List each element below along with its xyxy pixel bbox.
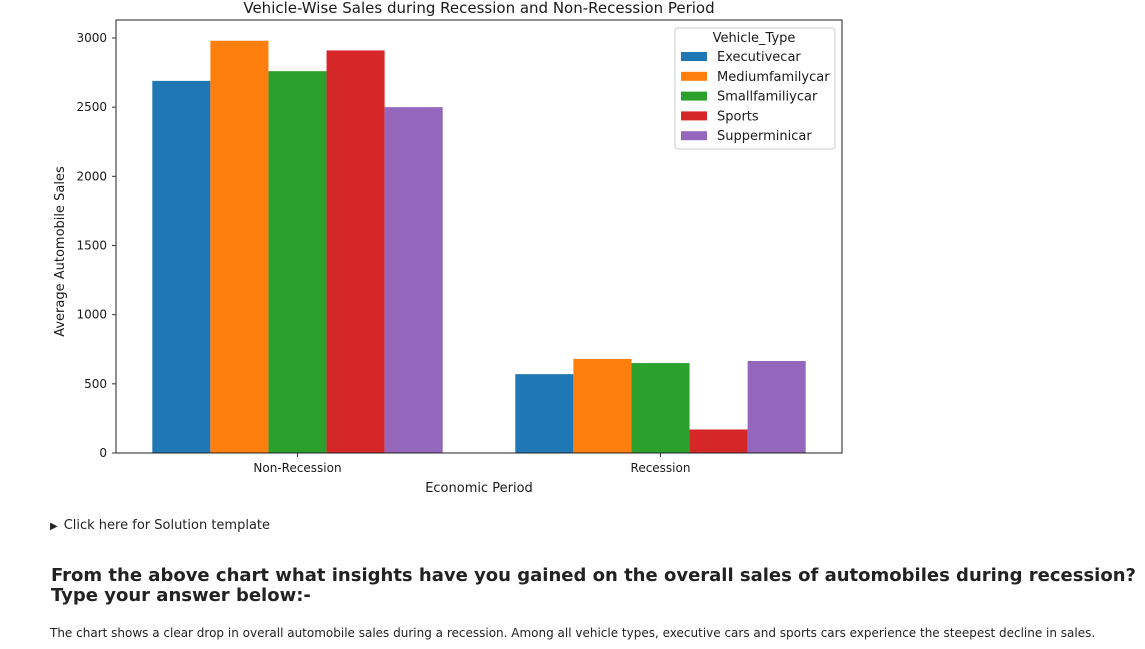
legend-swatch-sports <box>681 111 707 121</box>
legend-swatch-smallfamiliycar <box>681 91 707 101</box>
x-tick-label: Non-Recession <box>253 461 341 475</box>
y-tick-label: 1000 <box>76 308 107 322</box>
bar-sports-recession <box>689 429 748 453</box>
y-axis-label: Average Automobile Sales <box>53 166 68 337</box>
bar-supperminicar-non-recession <box>384 107 443 453</box>
question-line-1: From the above chart what insights have … <box>51 565 1136 586</box>
bar-executivecar-non-recession <box>152 80 211 453</box>
legend-swatch-supperminicar <box>681 131 707 141</box>
legend-title: Vehicle_Type <box>713 31 796 46</box>
bar-chart: Non-Recession Recession 0 500 1000 1500 2000 25… <box>53 0 843 496</box>
question-heading: From the above chart what insights have … <box>51 566 1136 606</box>
legend-label-smallfamiliycar: Smallfamiliycar <box>717 90 818 105</box>
chart-title: Vehicle-Wise Sales during Recession and … <box>243 0 714 17</box>
x-axis-label: Economic Period <box>425 481 533 496</box>
question-line-2: Type your answer below:- <box>51 585 311 606</box>
bar-mediumfamilycar-non-recession <box>210 40 269 454</box>
bar-supperminicar-recession <box>747 361 806 453</box>
legend-swatch-executivecar <box>681 52 707 61</box>
legend-label-executivecar: Executivecar <box>717 50 801 65</box>
answer-text: The chart shows a clear drop in overall … <box>50 626 1096 640</box>
x-tick-label: Recession <box>631 461 691 475</box>
solution-toggle-label: Click here for Solution template <box>63 518 271 533</box>
bar-executivecar-recession <box>515 374 574 453</box>
y-tick-label: 2500 <box>76 100 107 114</box>
y-tick-label: 2000 <box>76 169 107 183</box>
bar-smallfamiliycar-recession <box>631 363 690 453</box>
bar-sports-non-recession <box>326 50 385 453</box>
legend-swatch-mediumfamilycar <box>681 71 707 81</box>
solution-template-toggle[interactable]: ▶ Click here for Solution template <box>50 518 270 533</box>
legend-box <box>674 27 836 150</box>
disclosure-triangle-icon: ▶ <box>50 521 58 532</box>
y-tick-label: 3000 <box>76 31 107 45</box>
chart: Non-Recession Recession 0 500 1000 1500 2000 25… <box>53 0 843 496</box>
bar-smallfamiliycar-non-recession <box>268 71 327 453</box>
legend-label-sports: Sports <box>717 109 759 124</box>
legend-label-mediumfamilycar: Mediumfamilycar <box>717 70 830 85</box>
y-tick-label: 500 <box>84 377 107 391</box>
bar-mediumfamilycar-recession <box>573 358 632 453</box>
y-tick-label: 1500 <box>76 238 107 252</box>
y-tick-label: 0 <box>99 446 107 460</box>
plot-frame <box>115 19 843 454</box>
legend-label-supperminicar: Supperminicar <box>717 129 812 144</box>
